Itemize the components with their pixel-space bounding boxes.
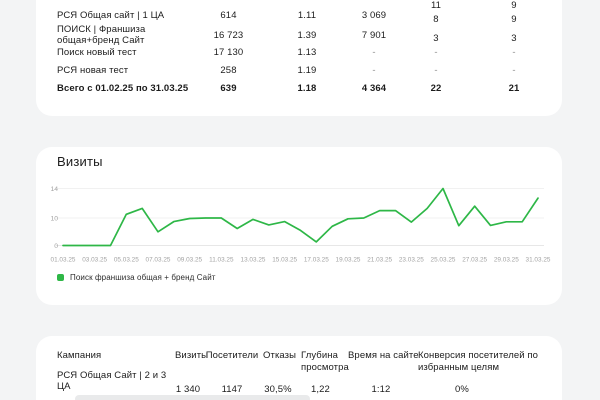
column-header[interactable]: Отказы xyxy=(263,350,297,361)
table-row[interactable]: РСЯ новая тест 258 1.19 - - - xyxy=(36,61,562,79)
y-axis-tick-label: 14 xyxy=(50,186,58,193)
metric-cell: 8 xyxy=(433,13,439,25)
x-axis-tick-label: 15.03.25 xyxy=(272,257,297,264)
visits-series-line[interactable] xyxy=(62,187,539,247)
metric-cell: 9 xyxy=(511,13,517,25)
metric-cell: 21 xyxy=(508,82,520,94)
x-axis-tick-label: 25.03.25 xyxy=(431,257,456,264)
x-axis-tick-label: 13.03.25 xyxy=(241,257,266,264)
column-header[interactable]: Кампания xyxy=(57,350,102,361)
campaigns-detail-card: Кампания Визиты Посетители Отказы Глубина пр… xyxy=(36,336,562,400)
y-axis-tick-label: 10 xyxy=(50,216,58,223)
metric-cell: 9 xyxy=(511,0,517,11)
campaigns-summary-card: 11 9 РСЯ Общая сайт | 1 ЦА 614 1.11 3 069 8 9 ПО… xyxy=(36,0,562,116)
table-row[interactable]: ПОИСК | Франшиза общая+бренд Сайт 16 723 1… xyxy=(36,23,562,47)
metric-cell: 16 723 xyxy=(213,29,244,41)
x-axis-tick-label: 09.03.25 xyxy=(177,257,202,264)
clipped-next-row xyxy=(75,395,310,400)
x-axis-tick-label: 31.03.25 xyxy=(526,257,551,264)
metric-cell: 3 xyxy=(511,32,517,44)
x-axis-tick-label: 01.03.25 xyxy=(51,257,76,264)
x-axis-tick-label: 29.03.25 xyxy=(494,257,519,264)
metric-cell: 1147 xyxy=(221,384,243,396)
detail-table-header-row: Кампания Визиты Посетители Отказы Глубина пр… xyxy=(36,350,562,373)
legend-swatch-icon xyxy=(57,274,64,281)
column-header[interactable]: Конверсия посетителей по избранным целям xyxy=(418,350,539,373)
metric-cell: - xyxy=(434,46,438,58)
table-row-clipped[interactable]: 11 9 xyxy=(36,0,562,14)
x-axis-tick-label: 03.03.25 xyxy=(82,257,107,264)
y-axis-tick-label: 0 xyxy=(54,243,58,250)
x-axis-tick-label: 19.03.25 xyxy=(336,257,361,264)
metric-cell: 639 xyxy=(220,82,237,94)
table-row[interactable]: Всего с 01.02.25 по 31.03.25 639 1.18 4 364… xyxy=(36,79,562,97)
legend-label: Поиск франшиза общая + бренд Сайт xyxy=(70,273,216,282)
x-axis-tick-label: 27.03.25 xyxy=(462,257,487,264)
metric-cell: 3 xyxy=(433,32,439,44)
metric-cell: 22 xyxy=(430,82,442,94)
visits-line-chart[interactable]: 14 10 0 01.03.25 03.03.25 05.03.25 07.03.25 09.… xyxy=(36,147,562,305)
x-axis-tick-label: 21.03.25 xyxy=(367,257,392,264)
x-axis-tick-label: 17.03.25 xyxy=(304,257,329,264)
metric-cell: 1.39 xyxy=(297,29,317,41)
column-header[interactable]: Посетители xyxy=(205,350,259,361)
campaign-name-cell: Поиск новый тест xyxy=(57,46,137,58)
metric-cell: 1.19 xyxy=(297,64,317,76)
metric-cell: 1.11 xyxy=(297,9,317,21)
column-header[interactable]: Визиты xyxy=(175,350,209,361)
x-axis-tick-label: 23.03.25 xyxy=(399,257,424,264)
chart-title: Визиты xyxy=(57,154,103,169)
metric-cell: 258 xyxy=(220,64,237,76)
campaign-name-cell: РСЯ Общая сайт | 1 ЦА xyxy=(57,9,165,21)
metric-cell: - xyxy=(372,64,376,76)
metric-cell: 1:12 xyxy=(371,384,391,396)
x-axis-tick-label: 07.03.25 xyxy=(146,257,171,264)
column-header[interactable]: Время на сайте xyxy=(348,350,419,361)
campaign-name-cell: РСЯ новая тест xyxy=(57,64,129,76)
metric-cell: 1.18 xyxy=(297,82,317,94)
table-row[interactable]: Поиск новый тест 17 130 1.13 - - - xyxy=(36,43,562,61)
metric-cell: 11 xyxy=(430,0,442,11)
x-axis-tick-label: 05.03.25 xyxy=(114,257,139,264)
metric-cell: 1.13 xyxy=(297,46,317,58)
visits-chart-card: Визиты 14 10 0 01.03.25 03.03.25 05.03.25 07.0… xyxy=(36,147,562,305)
metric-cell: - xyxy=(434,64,438,76)
metric-cell: 3 069 xyxy=(361,9,387,21)
metric-cell: 0% xyxy=(455,384,469,396)
metric-cell: 1,22 xyxy=(311,384,330,396)
metric-cell: 30,5% xyxy=(264,384,292,396)
metric-cell: 17 130 xyxy=(213,46,244,58)
column-header[interactable]: Глубина просмотра xyxy=(301,350,349,373)
metric-cell: 614 xyxy=(220,9,237,21)
campaign-name-cell: РСЯ Общая Сайт | 2 и 3 ЦА xyxy=(57,369,167,393)
table-row[interactable]: РСЯ Общая Сайт | 2 и 3 ЦА 1 340 1147 30,5% 1… xyxy=(36,370,562,398)
table-row[interactable]: РСЯ Общая сайт | 1 ЦА 614 1.11 3 069 8 9 xyxy=(36,6,562,25)
metric-cell: - xyxy=(372,46,376,58)
x-axis-tick-label: 11.03.25 xyxy=(209,257,234,264)
metric-cell: 1 340 xyxy=(175,384,201,396)
metric-cell: - xyxy=(512,46,516,58)
metric-cell: - xyxy=(512,64,516,76)
campaign-name-cell: ПОИСК | Франшиза общая+бренд Сайт xyxy=(57,24,146,46)
metric-cell: 4 364 xyxy=(361,82,387,94)
metric-cell: 7 901 xyxy=(361,29,387,41)
campaign-name-cell: Всего с 01.02.25 по 31.03.25 xyxy=(57,82,189,94)
chart-legend[interactable]: Поиск франшиза общая + бренд Сайт xyxy=(57,273,216,282)
